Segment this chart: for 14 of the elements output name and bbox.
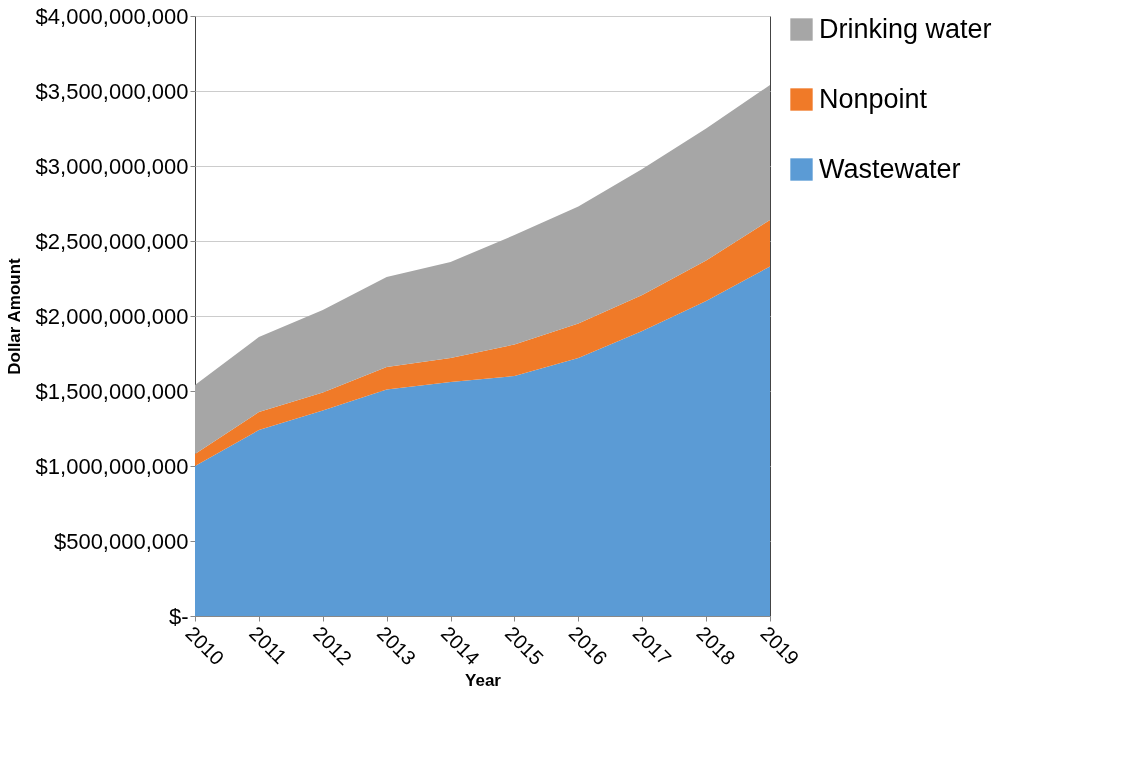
y-tick-label: $1,500,000,000 (35, 378, 189, 404)
y-tick-label: $2,500,000,000 (35, 228, 189, 254)
y-tick-label: $3,000,000,000 (35, 153, 189, 179)
y-tick-label: $- (168, 603, 189, 629)
y-tick-label: $4,000,000,000 (35, 3, 189, 29)
legend-label: Wastewater (819, 153, 961, 184)
legend-label: Nonpoint (819, 83, 928, 114)
y-tick-label: $3,500,000,000 (35, 78, 189, 104)
y-axis-title: Dollar Amount (4, 257, 24, 375)
y-tick-label: $1,000,000,000 (35, 453, 189, 479)
x-axis-title: Year (465, 671, 502, 691)
y-tick-label: $2,000,000,000 (35, 303, 189, 329)
legend-label: Drinking water (819, 13, 992, 44)
y-tick-label: $500,000,000 (53, 528, 189, 554)
